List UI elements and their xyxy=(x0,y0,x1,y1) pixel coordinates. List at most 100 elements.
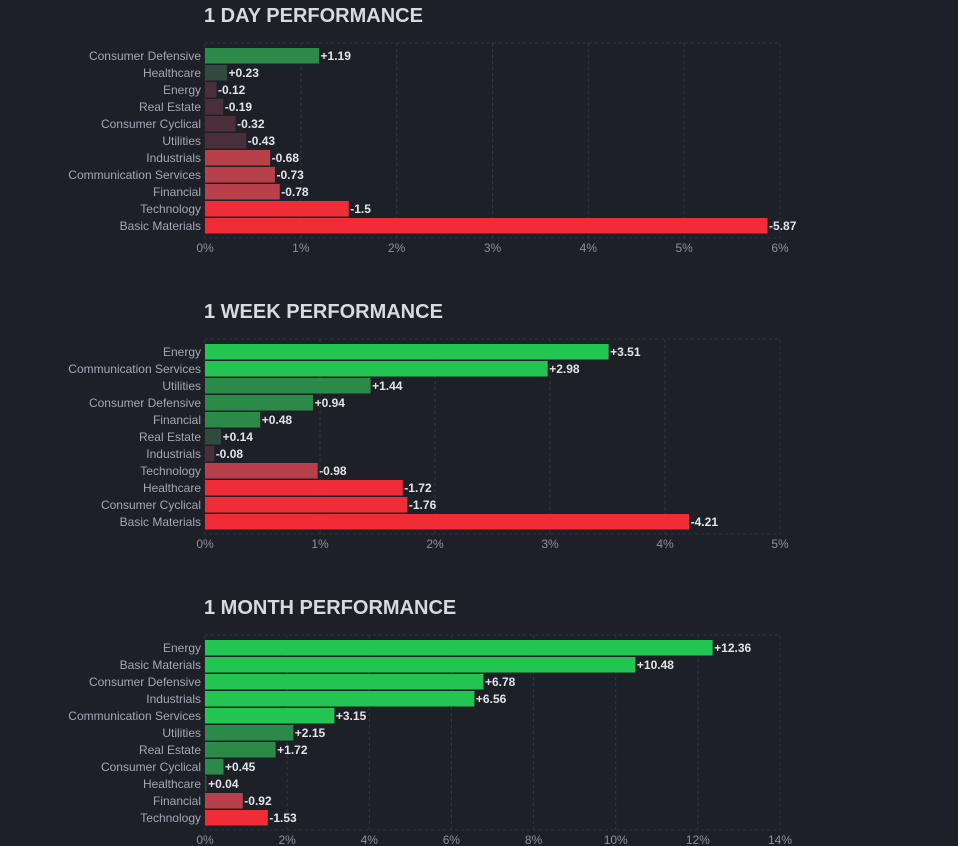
value-label-technology: -0.98 xyxy=(319,464,347,478)
category-label-industrials: Industrials xyxy=(146,447,201,461)
category-label-real-estate: Real Estate xyxy=(139,743,201,757)
category-label-consumer-cyclical: Consumer Cyclical xyxy=(101,760,201,774)
value-label-basic-materials: +10.48 xyxy=(637,658,674,672)
bar-utilities xyxy=(205,378,371,394)
category-label-consumer-cyclical: Consumer Cyclical xyxy=(101,498,201,512)
category-label-real-estate: Real Estate xyxy=(139,430,201,444)
x-tick-label: 3% xyxy=(541,537,559,551)
chart-1-month-performance: 0% 2% 4% 6% 8% 10% 12% 14% Energy +12.36 Basic Mat… xyxy=(68,634,792,846)
category-label-energy: Energy xyxy=(163,83,201,97)
bar-consumer-cyclical xyxy=(205,116,236,132)
value-label-communication-services: +3.15 xyxy=(336,709,367,723)
x-tick-label: 2% xyxy=(426,537,444,551)
value-label-industrials: -0.68 xyxy=(272,151,300,165)
bar-financial xyxy=(205,793,243,809)
value-label-energy: -0.12 xyxy=(218,83,246,97)
value-label-consumer-defensive: +1.19 xyxy=(321,49,352,63)
category-label-financial: Financial xyxy=(153,185,201,199)
chart-title-1-month: 1 MONTH PERFORMANCE xyxy=(204,597,457,619)
x-tick-label: 14% xyxy=(768,833,792,846)
value-label-technology: -1.5 xyxy=(350,202,371,216)
category-label-real-estate: Real Estate xyxy=(139,100,201,114)
value-label-real-estate: -0.19 xyxy=(225,100,253,114)
category-label-utilities: Utilities xyxy=(162,134,201,148)
value-label-healthcare: +0.23 xyxy=(229,66,260,80)
bar-basic-materials xyxy=(205,218,768,234)
category-label-energy: Energy xyxy=(163,345,201,359)
value-label-communication-services: -0.73 xyxy=(276,168,304,182)
value-label-communication-services: +2.98 xyxy=(549,362,580,376)
bar-communication-services xyxy=(205,361,548,377)
value-label-consumer-cyclical: +0.45 xyxy=(225,760,256,774)
value-label-utilities: +2.15 xyxy=(295,726,326,740)
bar-consumer-cyclical xyxy=(205,497,408,513)
value-label-real-estate: +0.14 xyxy=(223,430,254,444)
category-label-utilities: Utilities xyxy=(162,726,201,740)
bar-healthcare xyxy=(205,776,207,792)
bar-real-estate xyxy=(205,742,276,758)
bar-healthcare xyxy=(205,65,228,81)
x-tick-label: 4% xyxy=(580,241,598,255)
category-label-energy: Energy xyxy=(163,641,201,655)
bar-real-estate xyxy=(205,429,222,445)
bar-healthcare xyxy=(205,480,403,496)
category-label-consumer-defensive: Consumer Defensive xyxy=(89,49,201,63)
bar-basic-materials xyxy=(205,657,636,673)
category-label-healthcare: Healthcare xyxy=(143,777,201,791)
category-label-healthcare: Healthcare xyxy=(143,481,201,495)
x-tick-label: 0% xyxy=(196,537,214,551)
bar-consumer-defensive xyxy=(205,48,320,64)
value-label-healthcare: +0.04 xyxy=(208,777,239,791)
category-label-technology: Technology xyxy=(140,202,201,216)
value-label-consumer-cyclical: -0.32 xyxy=(237,117,265,131)
bar-communication-services xyxy=(205,708,335,724)
category-label-consumer-defensive: Consumer Defensive xyxy=(89,675,201,689)
category-label-utilities: Utilities xyxy=(162,379,201,393)
bar-consumer-defensive xyxy=(205,674,484,690)
value-label-industrials: -0.08 xyxy=(216,447,244,461)
bar-industrials xyxy=(205,150,271,166)
value-label-financial: -0.92 xyxy=(244,794,272,808)
x-tick-label: 6% xyxy=(443,833,461,846)
bar-energy xyxy=(205,82,217,98)
category-label-financial: Financial xyxy=(153,413,201,427)
value-label-basic-materials: -4.21 xyxy=(691,515,719,529)
x-tick-label: 2% xyxy=(388,241,406,255)
bar-consumer-cyclical xyxy=(205,759,224,775)
bar-technology xyxy=(205,201,349,217)
value-label-real-estate: +1.72 xyxy=(277,743,308,757)
bar-energy xyxy=(205,640,713,656)
chart-1-day-performance: 0% 1% 2% 3% 4% 5% 6% Consumer Defensive +1.19 Hea… xyxy=(68,42,797,255)
value-label-financial: +0.48 xyxy=(262,413,293,427)
category-label-consumer-cyclical: Consumer Cyclical xyxy=(101,117,201,131)
category-label-industrials: Industrials xyxy=(146,151,201,165)
value-label-technology: -1.53 xyxy=(269,811,297,825)
bar-industrials xyxy=(205,691,475,707)
chart-title-1-week: 1 WEEK PERFORMANCE xyxy=(204,301,443,323)
x-tick-label: 5% xyxy=(771,537,789,551)
bar-utilities xyxy=(205,133,247,149)
bar-utilities xyxy=(205,725,294,741)
category-label-financial: Financial xyxy=(153,794,201,808)
value-label-energy: +3.51 xyxy=(610,345,641,359)
x-tick-label: 3% xyxy=(484,241,502,255)
x-tick-label: 0% xyxy=(196,241,214,255)
bar-basic-materials xyxy=(205,514,690,530)
x-tick-label: 6% xyxy=(771,241,789,255)
category-label-healthcare: Healthcare xyxy=(143,66,201,80)
value-label-industrials: +6.56 xyxy=(476,692,507,706)
category-label-technology: Technology xyxy=(140,464,201,478)
value-label-consumer-cyclical: -1.76 xyxy=(409,498,437,512)
value-label-consumer-defensive: +0.94 xyxy=(315,396,346,410)
bar-financial xyxy=(205,184,280,200)
bar-energy xyxy=(205,344,609,360)
category-label-basic-materials: Basic Materials xyxy=(120,658,201,672)
value-label-utilities: -0.43 xyxy=(248,134,276,148)
x-tick-label: 10% xyxy=(604,833,628,846)
category-label-communication-services: Communication Services xyxy=(68,168,201,182)
x-tick-label: 8% xyxy=(525,833,543,846)
bar-communication-services xyxy=(205,167,275,183)
x-tick-label: 0% xyxy=(196,833,214,846)
value-label-financial: -0.78 xyxy=(281,185,309,199)
